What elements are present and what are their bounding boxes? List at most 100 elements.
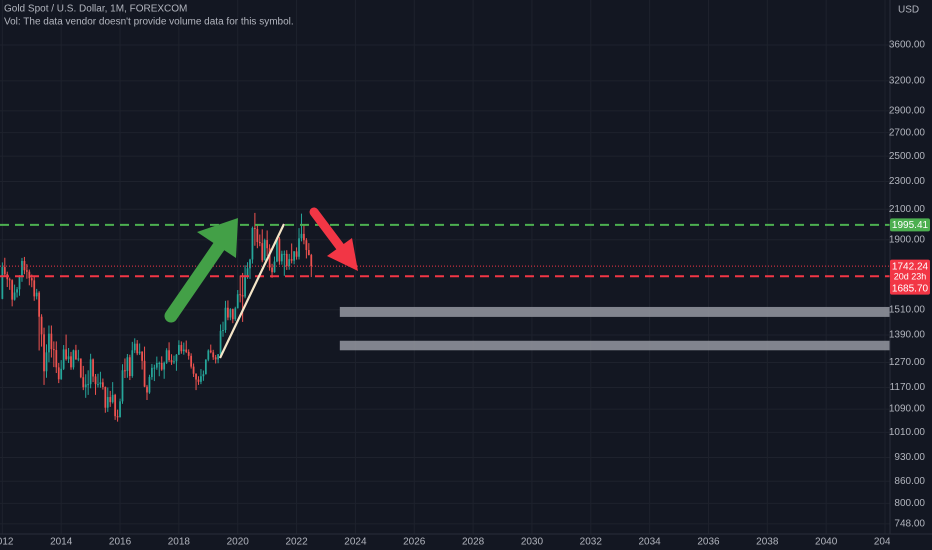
y-tick-label: 1170.00 [890,382,926,393]
x-tick-label: 2016 [109,537,132,548]
y-tick-label: 3600.00 [889,40,926,51]
candle-body [170,360,173,363]
x-tick-label: 2032 [580,537,603,548]
candle-body [67,356,70,360]
candle-body [82,377,85,388]
candle-body [146,386,148,393]
candle-body [23,261,26,271]
candle-body [43,334,45,372]
y-tick-label: 2500.00 [889,151,926,162]
candle-body [180,345,183,352]
y-tick-label: 3200.00 [889,76,926,87]
x-tick-label: 2014 [50,537,73,548]
candle-body [131,350,134,377]
y-tick-label: 2300.00 [889,176,926,187]
currency-label: USD [898,5,919,16]
candle-body [11,280,14,300]
candle-body [111,394,114,403]
y-tick-label: 1900.00 [889,234,926,245]
x-tick-label: 2036 [697,537,720,548]
candle-body [293,251,295,261]
candle-body [273,261,276,273]
candle-body [3,267,6,275]
candle-body [307,250,310,256]
candle-body [268,248,271,268]
candle-body [25,270,28,272]
candle-body [52,349,55,351]
candle-body [231,309,234,320]
candle-body [295,251,298,257]
y-tick-label: 1270.00 [889,357,926,368]
candle-body [104,386,107,408]
candle-body [175,354,178,362]
y-tick-label: 1390.00 [889,330,926,341]
countdown-label: 20d 23h [894,272,927,282]
candle-body [236,294,239,309]
candle-body [229,309,232,318]
x-tick-label: 2028 [462,537,485,548]
candle-body [310,255,313,267]
x-tick-label: 2034 [639,537,662,548]
candle-body [99,382,102,385]
candle-body [219,330,222,355]
candle-body [72,350,75,368]
y-axis: 3600.00 3200.00 2900.00 2700.00 2500.00 2300.… [889,40,926,530]
candle-body [128,357,131,377]
last-price-tag [890,259,930,284]
candle-body [256,229,259,243]
candle-body [133,343,136,351]
drawings [164,207,358,359]
candle-body [280,253,283,262]
candle-body [195,373,197,380]
x-tick-label: 2038 [756,537,779,548]
x-tick-label: 2024 [344,537,367,548]
candle-body [261,243,264,261]
candle-body [168,350,170,361]
candle-body [290,259,293,261]
candle-body [60,368,63,380]
y-tick-label: 1090.00 [889,404,926,415]
y-tick-label: 1510.00 [889,304,926,315]
candle-body [204,359,207,375]
candle-body [121,370,124,402]
candle-body [70,356,72,368]
candle-body [285,253,288,267]
candle-body [77,358,80,360]
y-tick-label: 2700.00 [889,127,926,138]
x-tick-label: 2022 [285,537,308,548]
candle-body [165,350,168,363]
candle-body [190,355,193,367]
candle-body [97,384,99,386]
y-tick-label: 860.00 [894,476,925,487]
chart-title: Gold Spot / U.S. Dollar, 1M, FOREXCOM [4,4,187,15]
candle-body [222,329,224,331]
candle-body [138,351,141,354]
candle-body [48,333,50,353]
candle-body [300,233,303,239]
candle-body [84,384,87,388]
candle-body [241,294,244,297]
candle-body [258,242,261,244]
chart-subtitle: Vol: The data vendor doesn't provide vol… [4,17,294,28]
candle-body [16,289,18,293]
price-zone [339,340,890,351]
candle-body [207,350,210,360]
up-arrow [164,218,238,323]
candle-body [192,366,195,374]
level-tag-label: 1685.70 [892,283,929,294]
candle-body [155,362,158,368]
candle-body [143,360,146,387]
candle-body [178,345,180,355]
candle-body [136,343,139,354]
candle-body [246,268,249,277]
candle-body [197,379,200,382]
level-tag [890,281,930,295]
candle-body [200,376,202,382]
candle-body [234,308,237,320]
candle-body [38,292,41,317]
candle-body [303,233,305,241]
candle-body [75,350,77,360]
